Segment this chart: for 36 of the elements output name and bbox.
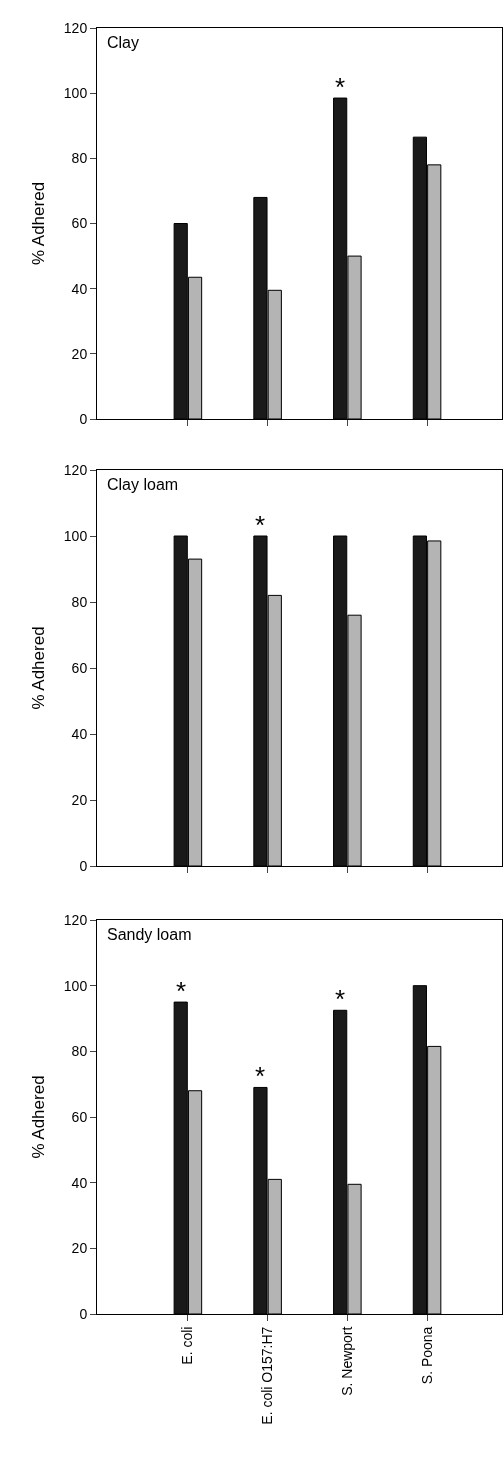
chart-title: Sandy loam (107, 926, 192, 943)
y-tick-label: 80 (71, 593, 88, 610)
annotation: * (255, 510, 266, 540)
y-tick-label: 40 (71, 725, 88, 742)
y-tick-label: 120 (63, 461, 88, 478)
chart-title: Clay (107, 34, 140, 51)
y-tick-label: 120 (63, 19, 88, 36)
y-tick-label: 100 (63, 527, 88, 544)
chart-title: Clay loam (107, 476, 179, 493)
y-tick-label: 100 (63, 85, 88, 102)
y-tick-label: 100 (63, 977, 88, 994)
annotation: * (255, 1061, 266, 1091)
y-tick-label: 20 (71, 1240, 88, 1257)
y-axis-title: % Adhered (29, 1075, 49, 1159)
y-axis-title: % Adhered (29, 181, 49, 266)
annotation: * (176, 976, 187, 1006)
y-tick-label: 0 (79, 857, 88, 874)
x-tick-label: S. Poona (418, 1326, 435, 1385)
y-axis-title: % Adhered (29, 626, 49, 710)
y-tick-label: 60 (71, 1108, 88, 1125)
y-tick-label: 80 (71, 150, 88, 167)
y-tick-label: 120 (63, 911, 88, 928)
annotation: * (335, 984, 346, 1014)
y-tick-label: 0 (79, 410, 88, 427)
y-tick-label: 40 (71, 280, 88, 297)
x-tick-label: E. coli O157:H7 (259, 1326, 276, 1425)
y-tick-label: 20 (71, 791, 88, 808)
y-tick-label: 60 (71, 215, 88, 232)
y-tick-label: 20 (71, 345, 88, 362)
y-tick-label: 80 (71, 1043, 88, 1060)
y-tick-label: 0 (79, 1305, 88, 1322)
annotation: * (335, 72, 346, 102)
y-tick-label: 40 (71, 1174, 88, 1191)
y-tick-label: 60 (71, 659, 88, 676)
x-tick-label: E. coli (179, 1326, 196, 1365)
x-tick-label: S. Newport (338, 1326, 355, 1396)
